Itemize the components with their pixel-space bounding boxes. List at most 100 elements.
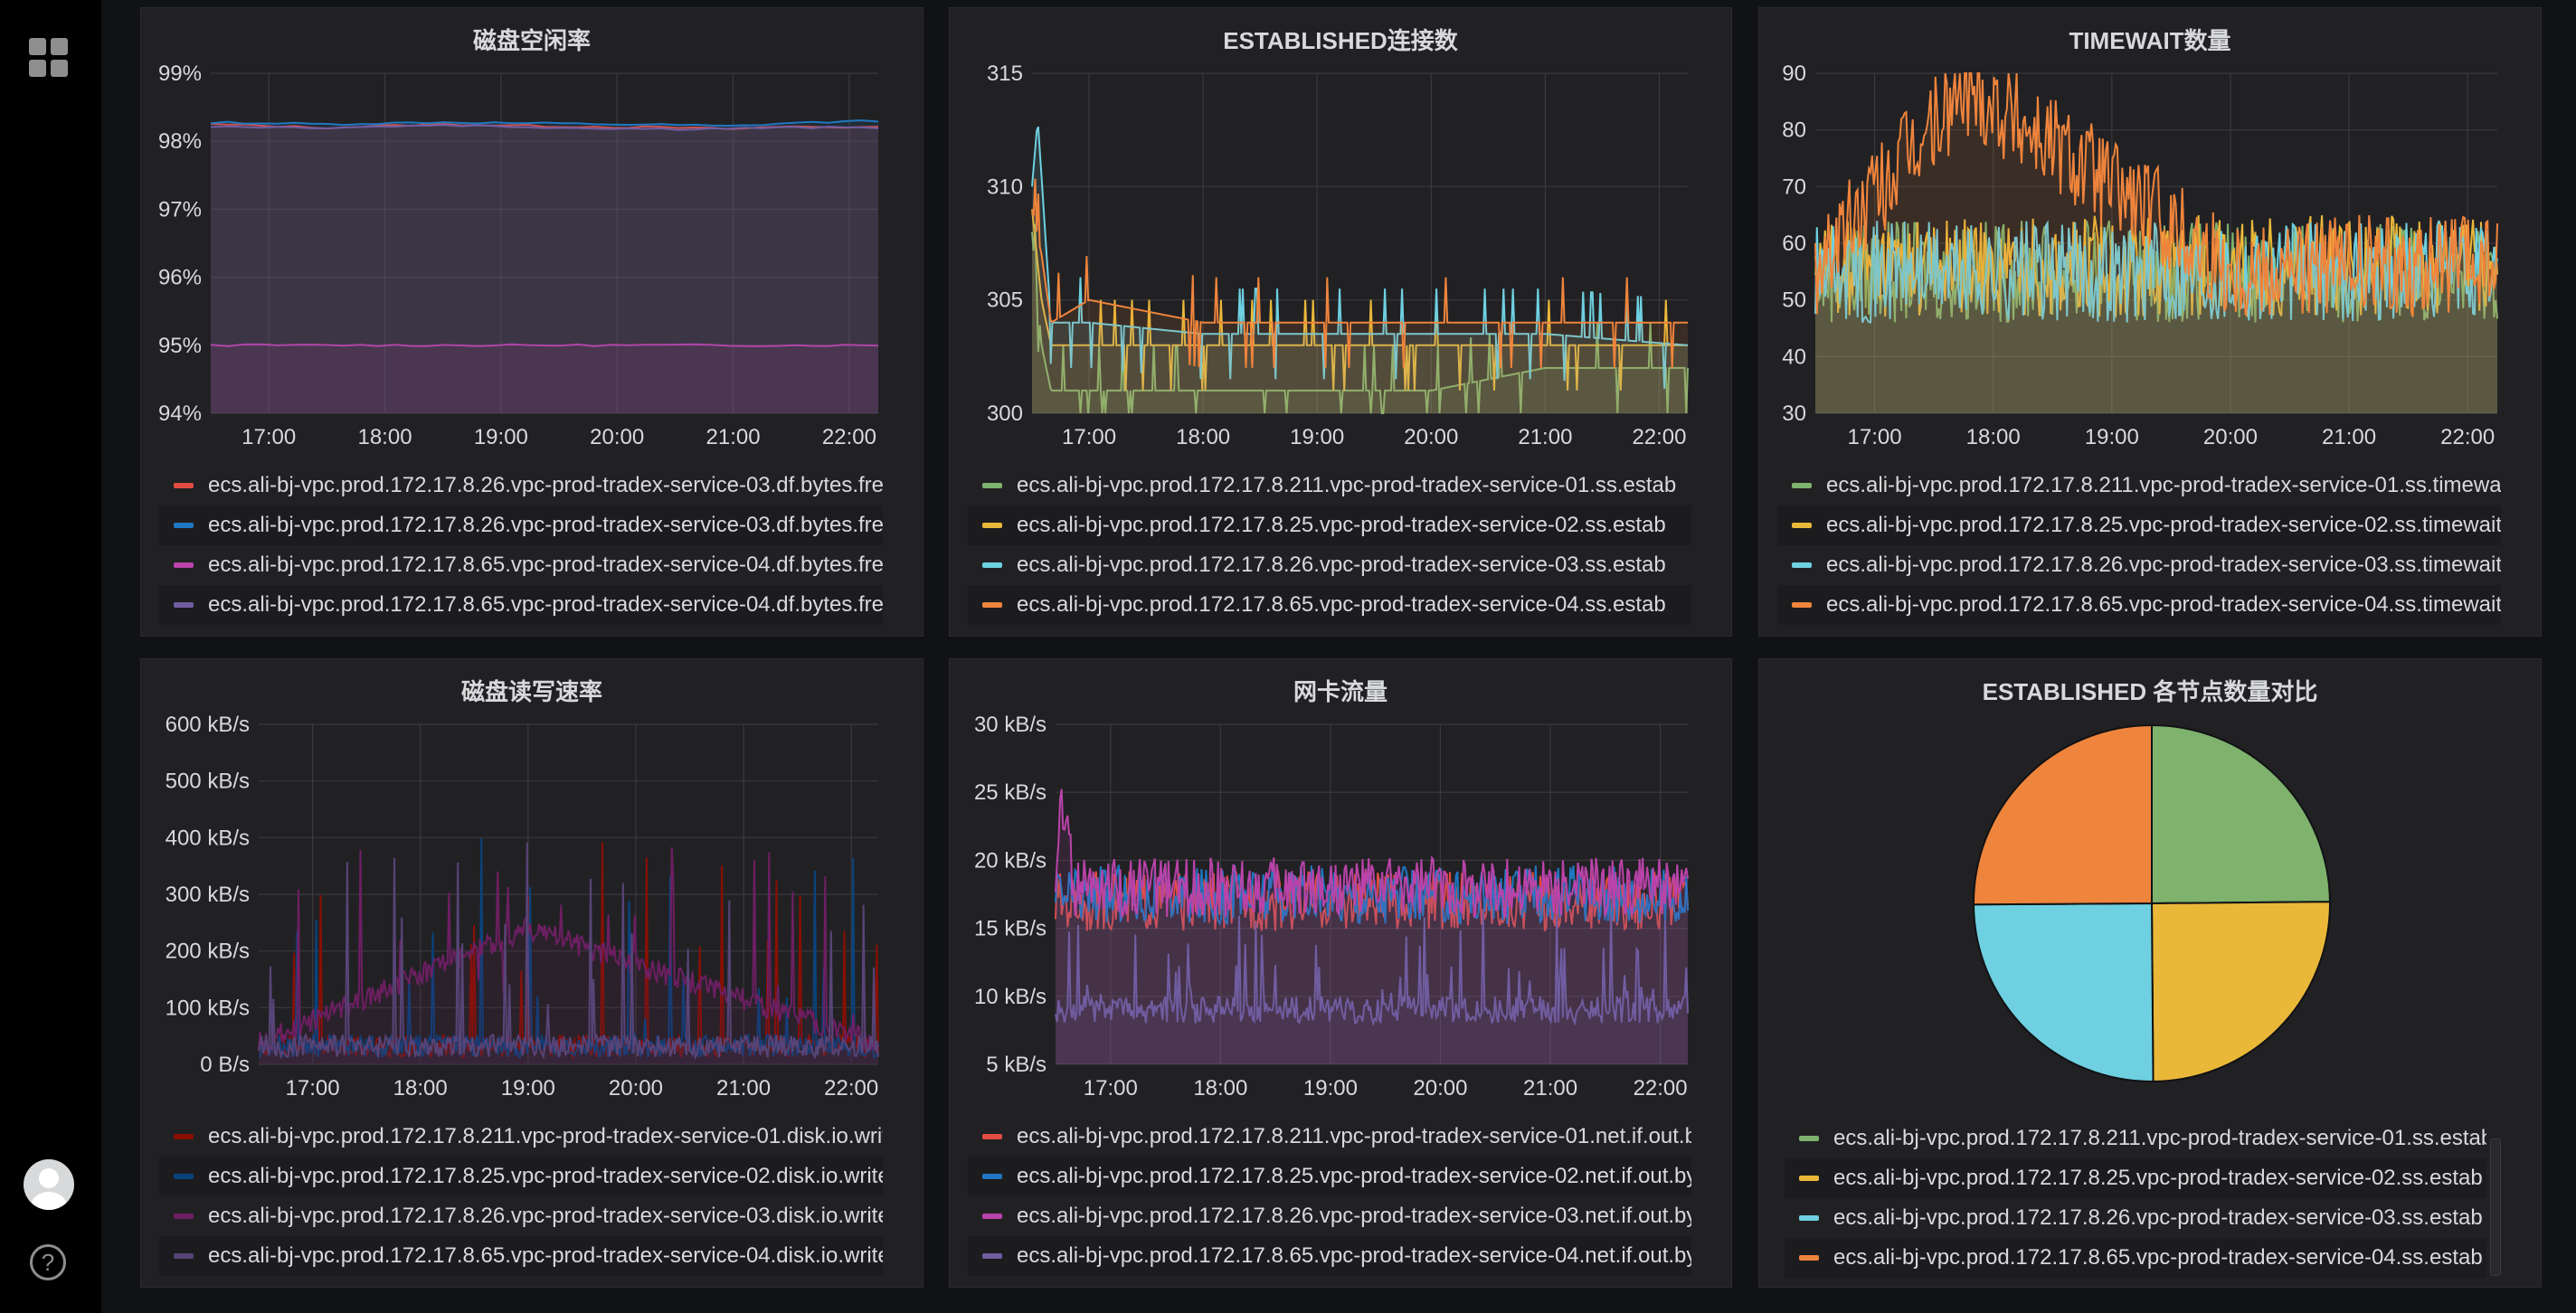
panel-title[interactable]: 磁盘空闲率	[472, 27, 591, 54]
legend: ecs.ali-bj-vpc.prod.172.17.8.211.vpc-pro…	[968, 466, 1691, 625]
legend-scrollbar[interactable]	[2490, 1138, 2501, 1276]
panel-title[interactable]: ESTABLISHED连接数	[1223, 27, 1458, 54]
chart-disk-free[interactable]: 94% 95% 96% 97% 98% 99% 17:00 18:00 19:00 20:00 21…	[141, 8, 923, 637]
series-line[interactable]	[1814, 72, 2498, 317]
legend-swatch	[982, 1174, 1002, 1179]
legend-label: ecs.ali-bj-vpc.prod.172.17.8.65.vpc-prod…	[1017, 592, 1666, 617]
legend: ecs.ali-bj-vpc.prod.172.17.8.211.vpc-pro…	[159, 1117, 883, 1276]
series-line[interactable]	[1055, 870, 1689, 932]
panel-disk-free: 磁盘空闲率 94% 95% 96% 97% 98% 99% 17:00 18:00 19:00 20…	[140, 7, 923, 637]
legend-item[interactable]: ecs.ali-bj-vpc.prod.172.17.8.65.vpc-prod…	[1785, 1238, 2486, 1278]
legend-item[interactable]: ecs.ali-bj-vpc.prod.172.17.8.25.vpc-prod…	[1777, 505, 2501, 545]
pie-slice[interactable]	[2150, 901, 2331, 1083]
series-line[interactable]	[210, 343, 879, 347]
help-icon[interactable]: ?	[30, 1244, 66, 1280]
series-area	[1815, 73, 2497, 413]
pie-slice[interactable]	[1972, 902, 2155, 1082]
legend-swatch	[1799, 1255, 1819, 1261]
legend-item[interactable]: ecs.ali-bj-vpc.prod.172.17.8.26.vpc-prod…	[968, 1196, 1691, 1236]
legend-label: ecs.ali-bj-vpc.prod.172.17.8.25.vpc-prod…	[208, 1164, 883, 1188]
x-tick-label: 19:00	[501, 1076, 555, 1100]
series-line[interactable]	[1031, 126, 1689, 389]
series-line[interactable]	[258, 846, 879, 1053]
legend-item[interactable]: ecs.ali-bj-vpc.prod.172.17.8.25.vpc-prod…	[159, 1157, 883, 1196]
legend-item[interactable]: ecs.ali-bj-vpc.prod.172.17.8.65.vpc-prod…	[968, 585, 1691, 625]
legend-label: ecs.ali-bj-vpc.prod.172.17.8.211.vpc-pro…	[1017, 1124, 1691, 1148]
chart-timewait[interactable]: 30 40 50 60 70 80 90 17:00 18:00 19:00 20:00 21:00 2…	[1759, 8, 2542, 637]
series-line[interactable]	[210, 124, 879, 131]
x-tick-label: 21:00	[716, 1076, 771, 1100]
user-avatar-icon[interactable]	[24, 1159, 74, 1210]
x-tick-label: 20:00	[590, 425, 644, 449]
series-line[interactable]	[1055, 789, 1689, 919]
legend-swatch	[982, 602, 1002, 608]
y-tick-label: 20 kB/s	[974, 848, 1046, 873]
panel-title[interactable]: TIMEWAIT数量	[2069, 27, 2231, 54]
legend-swatch	[174, 562, 194, 568]
legend-item[interactable]: ecs.ali-bj-vpc.prod.172.17.8.26.vpc-prod…	[159, 505, 883, 545]
legend-label: ecs.ali-bj-vpc.prod.172.17.8.65.vpc-prod…	[208, 1243, 883, 1268]
legend-item[interactable]: ecs.ali-bj-vpc.prod.172.17.8.211.vpc-pro…	[968, 1117, 1691, 1157]
y-tick-label: 300 kB/s	[166, 883, 250, 907]
apps-grid-icon[interactable]	[27, 36, 71, 80]
y-tick-label: 300	[987, 401, 1023, 426]
legend-item[interactable]: ecs.ali-bj-vpc.prod.172.17.8.211.vpc-pro…	[968, 466, 1691, 505]
y-tick-label: 305	[987, 288, 1023, 313]
chart-net[interactable]: 5 kB/s 10 kB/s 15 kB/s 20 kB/s 25 kB/s 30 kB/…	[950, 659, 1732, 1288]
legend-label: ecs.ali-bj-vpc.prod.172.17.8.211.vpc-pro…	[208, 1124, 883, 1148]
y-tick-label: 100 kB/s	[166, 996, 250, 1020]
series-line[interactable]	[1055, 908, 1689, 1027]
legend-swatch	[174, 483, 194, 488]
legend-item[interactable]: ecs.ali-bj-vpc.prod.172.17.8.211.vpc-pro…	[159, 1117, 883, 1157]
legend-label: ecs.ali-bj-vpc.prod.172.17.8.25.vpc-prod…	[1826, 513, 2501, 537]
chart-pie[interactable]	[1759, 659, 2542, 1288]
legend-item[interactable]: ecs.ali-bj-vpc.prod.172.17.8.65.vpc-prod…	[159, 1236, 883, 1276]
y-tick-label: 200 kB/s	[166, 940, 250, 964]
legend-item[interactable]: ecs.ali-bj-vpc.prod.172.17.8.26.vpc-prod…	[1785, 1198, 2486, 1238]
legend-item[interactable]: ecs.ali-bj-vpc.prod.172.17.8.211.vpc-pro…	[1777, 466, 2501, 505]
legend-item[interactable]: ecs.ali-bj-vpc.prod.172.17.8.26.vpc-prod…	[1777, 545, 2501, 585]
series-line[interactable]	[1031, 209, 1688, 391]
legend-item[interactable]: ecs.ali-bj-vpc.prod.172.17.8.25.vpc-prod…	[1785, 1158, 2486, 1198]
series-area	[1032, 209, 1688, 413]
legend-item[interactable]: ecs.ali-bj-vpc.prod.172.17.8.65.vpc-prod…	[159, 585, 883, 625]
panel-pie: ESTABLISHED 各节点数量对比 ecs.ali-bj-vpc.prod.1…	[1758, 658, 2542, 1288]
legend-label: ecs.ali-bj-vpc.prod.172.17.8.25.vpc-prod…	[1017, 513, 1666, 537]
legend-swatch	[1792, 483, 1812, 488]
chart-established[interactable]: 300 305 310 315 17:00 18:00 19:00 20:00 21:00 22:…	[950, 8, 1732, 637]
series-line[interactable]	[258, 842, 879, 1061]
panel-title[interactable]: 磁盘读写速率	[460, 678, 602, 705]
series-area	[1056, 789, 1688, 1064]
legend-item[interactable]: ecs.ali-bj-vpc.prod.172.17.8.211.vpc-pro…	[1785, 1119, 2486, 1158]
legend-label: ecs.ali-bj-vpc.prod.172.17.8.25.vpc-prod…	[1833, 1166, 2483, 1190]
legend-item[interactable]: ecs.ali-bj-vpc.prod.172.17.8.65.vpc-prod…	[1777, 585, 2501, 625]
legend-item[interactable]: ecs.ali-bj-vpc.prod.172.17.8.26.vpc-prod…	[159, 466, 883, 505]
x-tick-label: 20:00	[609, 1076, 663, 1100]
x-tick-label: 20:00	[1413, 1076, 1467, 1100]
legend-swatch	[174, 1174, 194, 1179]
legend-item[interactable]: ecs.ali-bj-vpc.prod.172.17.8.26.vpc-prod…	[159, 1196, 883, 1236]
x-tick-label: 18:00	[1193, 1076, 1247, 1100]
pie-slice[interactable]	[1973, 723, 2153, 906]
legend: ecs.ali-bj-vpc.prod.172.17.8.211.vpc-pro…	[968, 1117, 1691, 1276]
legend-swatch	[174, 1214, 194, 1219]
series-area	[1815, 221, 2497, 413]
panel-title[interactable]: ESTABLISHED 各节点数量对比	[1982, 678, 2318, 705]
legend-item[interactable]: ecs.ali-bj-vpc.prod.172.17.8.65.vpc-prod…	[968, 1236, 1691, 1276]
y-tick-label: 96%	[158, 266, 202, 290]
legend-item[interactable]: ecs.ali-bj-vpc.prod.172.17.8.25.vpc-prod…	[968, 1157, 1691, 1196]
legend-label: ecs.ali-bj-vpc.prod.172.17.8.211.vpc-pro…	[1826, 473, 2501, 497]
legend-swatch	[1799, 1136, 1819, 1141]
series-line[interactable]	[1031, 178, 1688, 368]
pie-slice[interactable]	[2151, 723, 2332, 905]
legend-item[interactable]: ecs.ali-bj-vpc.prod.172.17.8.26.vpc-prod…	[968, 545, 1691, 585]
panel-title[interactable]: 网卡流量	[1293, 678, 1387, 705]
x-tick-label: 18:00	[357, 425, 412, 449]
series-line[interactable]	[210, 119, 879, 128]
series-area	[211, 123, 878, 413]
chart-disk-io[interactable]: 0 B/s 100 kB/s 200 kB/s 300 kB/s 400 kB/s 500…	[141, 659, 923, 1288]
y-tick-label: 25 kB/s	[974, 780, 1046, 805]
legend-label: ecs.ali-bj-vpc.prod.172.17.8.26.vpc-prod…	[1826, 553, 2501, 577]
legend-item[interactable]: ecs.ali-bj-vpc.prod.172.17.8.25.vpc-prod…	[968, 505, 1691, 545]
legend-item[interactable]: ecs.ali-bj-vpc.prod.172.17.8.65.vpc-prod…	[159, 545, 883, 585]
